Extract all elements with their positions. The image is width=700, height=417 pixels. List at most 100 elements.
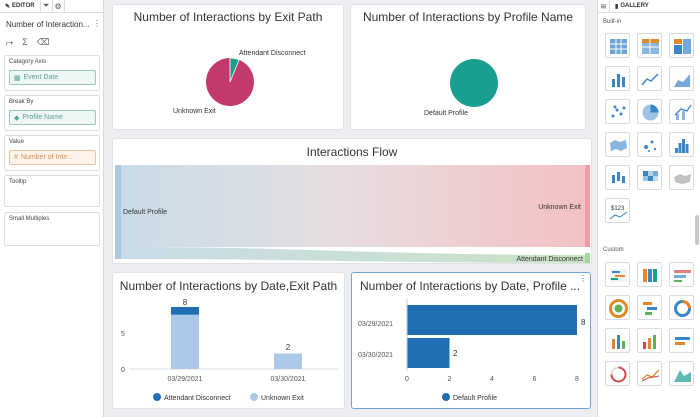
gallery-custom-word-cloud-icon[interactable] bbox=[605, 262, 630, 287]
sankey-card[interactable]: Interactions Flow Default Profile bbox=[112, 138, 592, 264]
gallery-custom-sunburst-icon[interactable] bbox=[605, 295, 630, 320]
gallery-bubble-icon[interactable] bbox=[637, 132, 662, 157]
x-tick-label: 2 bbox=[448, 376, 452, 383]
category-axis-zone[interactable]: Category Axis ▦ Event Date bbox=[4, 55, 100, 91]
tab-gallery[interactable]: ▮ GALLERY bbox=[610, 0, 654, 13]
sankey-node-unknown-exit[interactable] bbox=[585, 165, 590, 247]
break-by-field[interactable]: ◆ Profile Name bbox=[9, 110, 96, 125]
gallery-custom-progress-icon[interactable] bbox=[669, 328, 694, 353]
gallery-combo-icon[interactable] bbox=[669, 99, 694, 124]
gallery-kpi-icon[interactable]: $123 bbox=[605, 198, 630, 223]
bar-default-profile[interactable] bbox=[407, 305, 577, 335]
pie-slice-attendant-disconnect[interactable] bbox=[229, 57, 240, 83]
gallery-map-icon[interactable] bbox=[605, 132, 630, 157]
bar-profile-svg: 03/29/2021 03/30/2021 8 2 0 2 4 6 8 Defa… bbox=[358, 299, 586, 402]
crosstab-glyph bbox=[642, 39, 659, 54]
histogram-glyph bbox=[675, 139, 689, 153]
sankey-label-default-profile: Default Profile bbox=[123, 209, 167, 216]
diamond-icon: ◆ bbox=[14, 114, 20, 122]
bar-profile-card[interactable]: Number of Interactions by Date, Profile … bbox=[351, 272, 591, 409]
gallery-scatter-icon[interactable] bbox=[605, 99, 630, 124]
tab-gallery-label: GALLERY bbox=[620, 3, 649, 9]
x-tick-label: 03/30/2021 bbox=[270, 376, 305, 383]
y-tick-label: 03/29/2021 bbox=[358, 321, 393, 328]
value-field[interactable]: # Number of Inte... bbox=[9, 150, 96, 165]
pie-label-attendant-disconnect: Attendant Disconnect bbox=[239, 50, 306, 57]
gallery-custom-heatmap-grid-icon[interactable] bbox=[637, 262, 662, 287]
tab-editor[interactable]: ✎ EDITOR bbox=[0, 0, 41, 13]
swap-axes-icon[interactable]: ⮣ bbox=[6, 37, 14, 47]
gallery-custom-bullet-icon[interactable] bbox=[669, 262, 694, 287]
gallery-scrollbar[interactable] bbox=[695, 215, 699, 245]
gallery-crosstab-icon[interactable] bbox=[637, 33, 662, 58]
gallery-area-icon[interactable] bbox=[669, 66, 694, 91]
sigma-icon[interactable]: Σ bbox=[22, 37, 28, 47]
gallery-custom-gantt-icon[interactable] bbox=[637, 295, 662, 320]
legend-label-default-profile[interactable]: Default Profile bbox=[453, 395, 497, 402]
pencil-icon: ✎ bbox=[5, 3, 11, 10]
gallery-region-map-icon[interactable] bbox=[669, 165, 694, 190]
category-axis-field[interactable]: ▦ Event Date bbox=[9, 70, 96, 85]
gallery-custom-stacked-column-icon[interactable] bbox=[605, 328, 630, 353]
legend-label-unknown-exit[interactable]: Unknown Exit bbox=[261, 395, 304, 402]
bubble-glyph bbox=[644, 140, 657, 152]
sankey-node-attendant-disconnect[interactable] bbox=[585, 253, 590, 263]
tooltip-label: Tooltip bbox=[9, 179, 27, 185]
more-options-icon[interactable]: ⋮ bbox=[93, 19, 101, 28]
gallery-custom-line-custom-icon[interactable] bbox=[637, 361, 662, 386]
bar-default-profile[interactable] bbox=[407, 338, 450, 368]
filter-icon[interactable]: ⏷ bbox=[41, 0, 53, 13]
bar-exit-path-card[interactable]: Number of Interactions by Date,Exit Path… bbox=[112, 272, 345, 409]
gallery-custom-area-custom-icon[interactable] bbox=[669, 361, 694, 386]
line-custom-glyph bbox=[641, 369, 660, 382]
value-zone[interactable]: Value # Number of Inte... bbox=[4, 135, 100, 171]
sankey-link-attendant-disconnect[interactable] bbox=[121, 247, 585, 263]
gallery-custom-donut-icon[interactable] bbox=[669, 295, 694, 320]
gallery-custom-trend-bars-icon[interactable] bbox=[637, 328, 662, 353]
break-by-zone[interactable]: Break By ◆ Profile Name bbox=[4, 95, 100, 131]
trend-bars-glyph bbox=[643, 335, 656, 349]
gallery-pivot-icon[interactable] bbox=[669, 33, 694, 58]
gallery-pie-icon[interactable] bbox=[637, 99, 662, 124]
gantt-glyph bbox=[643, 302, 657, 315]
viz-name[interactable]: Number of Interaction... bbox=[6, 20, 90, 29]
tooltip-zone[interactable]: Tooltip bbox=[4, 175, 100, 207]
gallery-heatmap-icon[interactable] bbox=[637, 165, 662, 190]
chart-title: Number of Interactions by Date,Exit Path bbox=[119, 279, 338, 293]
break-by-label: Break By bbox=[9, 99, 34, 105]
gallery-histogram-icon[interactable] bbox=[669, 132, 694, 157]
heatmap-glyph bbox=[643, 171, 658, 181]
gear-icon[interactable]: ⚙ bbox=[53, 0, 65, 13]
region-map-glyph bbox=[674, 174, 691, 184]
heatmap-grid-glyph bbox=[643, 269, 657, 282]
bar-value-label: 2 bbox=[453, 349, 458, 358]
bar-segment-attendant-disconnect[interactable] bbox=[171, 307, 199, 315]
legend-label-attendant-disconnect[interactable]: Attendant Disconnect bbox=[164, 395, 231, 402]
pie-glyph bbox=[642, 104, 659, 121]
small-multiples-zone[interactable]: Small Multiples bbox=[4, 212, 100, 246]
sankey-node-default-profile[interactable] bbox=[115, 165, 121, 259]
pie-slice-default-profile[interactable] bbox=[450, 59, 498, 107]
gallery-custom-radial-icon[interactable] bbox=[605, 361, 630, 386]
gallery-column-icon[interactable] bbox=[605, 66, 630, 91]
pie-exit-path-card[interactable]: Number of Interactions by Exit Path Atte… bbox=[112, 4, 344, 130]
sankey-link-unknown-exit[interactable] bbox=[121, 165, 585, 247]
eraser-icon[interactable]: ⌫ bbox=[36, 37, 50, 47]
gallery-line-icon[interactable] bbox=[637, 66, 662, 91]
word-cloud-glyph bbox=[610, 269, 627, 282]
pie-label-unknown-exit: Unknown Exit bbox=[173, 108, 216, 115]
bar-segment-unknown-exit[interactable] bbox=[171, 314, 199, 369]
bar-segment-unknown-exit[interactable] bbox=[274, 353, 302, 370]
pie-profile-svg: Default Profile bbox=[424, 59, 498, 117]
pie-profile-card[interactable]: Number of Interactions by Profile Name D… bbox=[350, 4, 586, 130]
bar-chart-icon: ▮ bbox=[615, 3, 619, 10]
svg-text:$123: $123 bbox=[611, 206, 625, 212]
gallery-boxplot-icon[interactable] bbox=[605, 165, 630, 190]
area-glyph bbox=[674, 74, 690, 87]
more-options-icon[interactable]: ⋮ bbox=[579, 274, 587, 283]
gallery-panel: ≋ ▮ GALLERY Built-in Custom $123 bbox=[597, 0, 700, 417]
tab-editor-label: EDITOR bbox=[12, 3, 35, 9]
bar-total-label: 2 bbox=[286, 343, 291, 352]
gallery-table-icon[interactable] bbox=[605, 33, 630, 58]
layers-icon[interactable]: ≋ bbox=[598, 0, 610, 13]
